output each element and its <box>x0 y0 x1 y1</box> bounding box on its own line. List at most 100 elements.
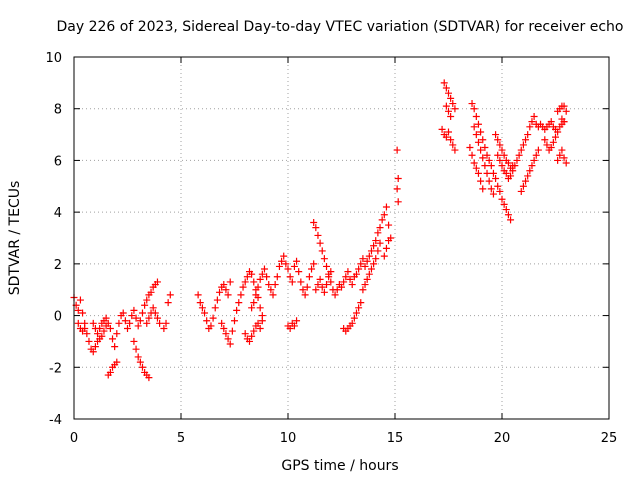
data-point <box>220 325 228 332</box>
data-point <box>196 299 204 307</box>
data-point <box>376 239 384 247</box>
data-point <box>89 319 97 327</box>
data-point <box>220 281 228 289</box>
grid <box>74 57 609 419</box>
data-point <box>380 252 388 260</box>
data-point <box>372 255 380 263</box>
data-point <box>474 120 482 128</box>
data-point <box>126 319 134 327</box>
data-point <box>250 327 258 335</box>
data-point <box>562 159 570 167</box>
data-point <box>106 325 114 332</box>
data-point <box>338 283 345 291</box>
data-point <box>288 278 296 286</box>
data-point <box>472 164 480 172</box>
data-point <box>492 175 500 183</box>
data-point <box>106 368 114 376</box>
x-tick-label: 25 <box>601 431 618 446</box>
chart-title: Day 226 of 2023, Sidereal Day-to-day VTE… <box>57 19 624 35</box>
data-point <box>511 162 519 170</box>
data-point <box>216 288 224 296</box>
x-tick-labels: 0 5 10 15 20 25 <box>70 431 617 446</box>
data-point <box>479 154 487 162</box>
data-point <box>314 281 322 289</box>
data-point <box>554 128 562 136</box>
data-point <box>226 278 234 286</box>
data-point <box>239 283 247 291</box>
x-tick-label: 20 <box>494 431 511 446</box>
data-point <box>451 105 459 113</box>
data-point <box>340 278 348 286</box>
data-point <box>284 265 292 273</box>
data-point <box>254 319 262 327</box>
data-point <box>235 299 243 307</box>
data-point <box>228 327 236 335</box>
y-axis-title: SDTVAR / TECUs <box>7 181 23 296</box>
data-point <box>327 278 335 286</box>
data-point <box>297 278 305 286</box>
data-point <box>560 154 568 162</box>
data-point <box>128 312 136 320</box>
data-point <box>498 146 506 154</box>
data-point <box>374 229 382 237</box>
data-point <box>325 273 333 281</box>
data-point <box>485 156 493 164</box>
data-point <box>303 283 311 291</box>
data-point <box>474 169 482 177</box>
data-point <box>500 151 508 159</box>
x-tick-label: 10 <box>280 431 297 446</box>
data-point <box>485 177 493 185</box>
data-point <box>141 301 149 309</box>
data-point <box>502 206 510 214</box>
data-point <box>136 358 144 366</box>
data-point <box>442 84 450 92</box>
data-point <box>305 273 313 281</box>
data-point <box>346 275 354 283</box>
data-point <box>290 262 298 270</box>
data-point <box>104 319 112 327</box>
data-point <box>468 151 476 159</box>
data-point <box>312 286 320 294</box>
data-point <box>489 190 497 198</box>
data-point <box>331 291 339 299</box>
data-point <box>393 146 401 154</box>
data-point <box>393 185 401 193</box>
data-point <box>372 237 380 245</box>
data-point <box>132 345 140 353</box>
y-tick-label: 4 <box>54 206 62 221</box>
data-point <box>348 319 356 327</box>
data-point <box>394 175 402 183</box>
data-point <box>385 221 393 229</box>
data-point <box>515 151 523 159</box>
data-point <box>526 123 534 131</box>
data-point <box>370 260 378 268</box>
data-point <box>530 156 538 164</box>
data-point <box>504 211 512 219</box>
data-point <box>359 286 367 294</box>
data-point <box>145 374 153 382</box>
data-point <box>445 89 452 97</box>
data-point <box>558 146 566 154</box>
data-point <box>494 182 502 190</box>
data-point <box>500 200 508 208</box>
data-point <box>83 330 91 338</box>
data-point <box>113 358 121 366</box>
data-point <box>498 195 506 203</box>
data-point <box>320 288 328 296</box>
data-point <box>370 242 378 250</box>
data-point <box>316 239 324 247</box>
x-tick-label: 0 <box>70 431 78 446</box>
data-point <box>556 151 564 159</box>
data-point <box>517 146 525 154</box>
data-point <box>222 330 230 338</box>
data-point <box>363 275 371 283</box>
data-point <box>361 281 369 289</box>
data-point <box>138 363 146 371</box>
data-point <box>119 309 127 317</box>
data-point <box>342 273 350 281</box>
data-point <box>241 330 249 338</box>
data-point <box>530 112 538 120</box>
data-point <box>496 141 504 149</box>
data-point <box>248 270 256 278</box>
data-point <box>447 136 455 144</box>
